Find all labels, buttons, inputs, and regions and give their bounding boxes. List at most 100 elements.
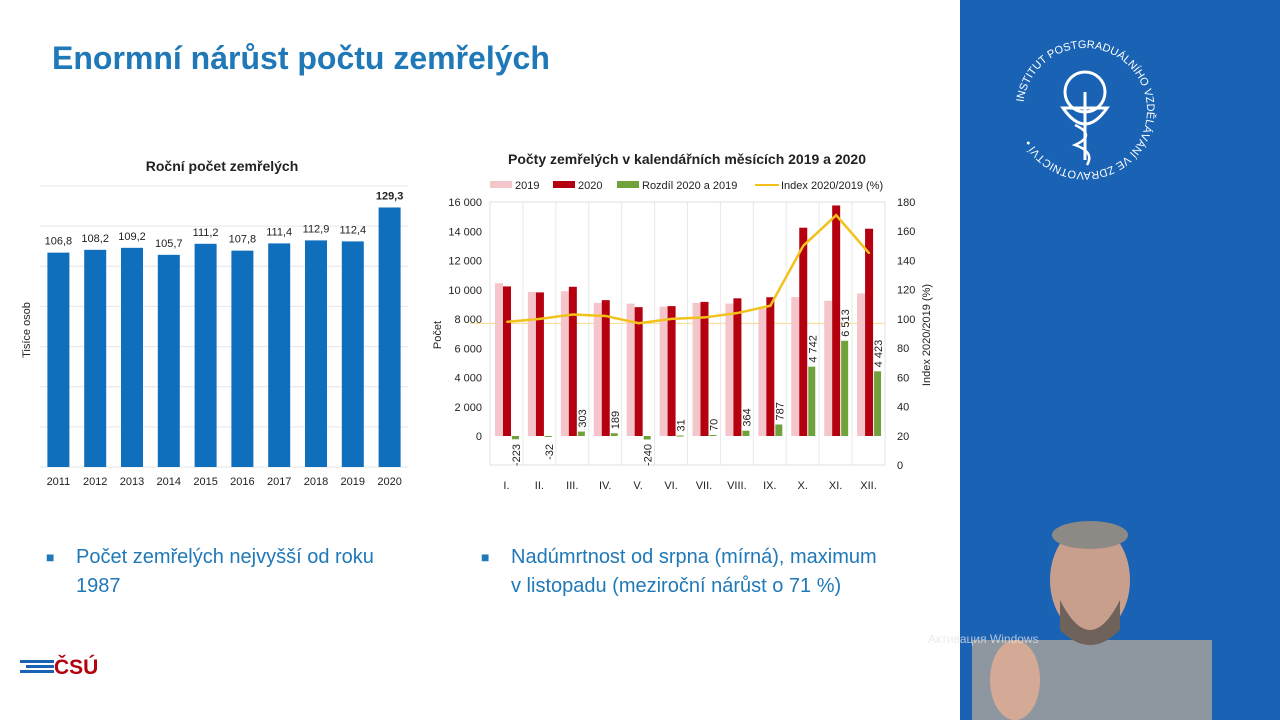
x-tick-label: III. [566, 480, 578, 492]
bar-diff-II. [544, 436, 552, 437]
x-tick-label: 2018 [304, 476, 328, 488]
bar-2019-I. [495, 283, 503, 436]
bar-diff-III. [577, 431, 585, 436]
y-tick-label: 2 000 [454, 402, 482, 414]
legend-swatch [617, 181, 639, 188]
x-tick-label: IV. [599, 480, 611, 492]
bar-diff-VI. [676, 435, 684, 437]
bar-2017 [268, 243, 291, 467]
x-tick-label: IX. [763, 480, 776, 492]
data-label: 105,7 [155, 238, 183, 250]
bar-diff-VIII. [742, 430, 750, 436]
legend-label: 2019 [515, 180, 539, 192]
index-line [506, 213, 871, 325]
legend-label: 2020 [578, 180, 602, 192]
y2-tick-label: 40 [897, 402, 909, 414]
x-tick-label: 2017 [267, 476, 291, 488]
index-point [506, 320, 508, 323]
y2-tick-label: 180 [897, 197, 915, 209]
x-tick-label: 2012 [83, 476, 107, 488]
bar-2020-XI. [832, 205, 841, 436]
index-point [703, 316, 706, 319]
x-tick-label: 2015 [193, 476, 217, 488]
x-tick-label: 2014 [157, 476, 181, 488]
bullet-2: ■ Nadúmrtnost od srpna (mírná), maximum … [481, 543, 931, 601]
bar-2019-IX. [758, 308, 767, 436]
legend-label: Index 2020/2019 (%) [781, 180, 883, 192]
y-tick-label: 4 000 [454, 373, 482, 385]
x-tick-label: XII. [860, 480, 877, 492]
bar-2019-XII. [857, 293, 866, 436]
diff-label: -240 [643, 444, 655, 466]
y2-tick-label: 80 [897, 343, 909, 355]
diff-label: -223 [511, 444, 523, 466]
y-tick-label: 14 000 [448, 226, 482, 238]
bullet-line: 1987 [76, 575, 121, 597]
y-tick-label: 12 000 [448, 256, 482, 268]
diff-label: 4 742 [807, 335, 819, 363]
index-point [868, 252, 871, 255]
bar-diff-IX. [775, 424, 783, 436]
bar-2019-II. [527, 291, 536, 436]
y-tick-label: 8 000 [454, 314, 482, 326]
bar-diff-VII. [709, 434, 717, 436]
y2-tick-label: 20 [897, 431, 909, 443]
x-tick-label: 2016 [230, 476, 254, 488]
data-label: 109,2 [118, 231, 146, 243]
bullet-marker: ■ [481, 549, 490, 565]
bar-2019-VIII. [725, 303, 734, 436]
diff-label: 70 [709, 419, 721, 431]
plot-frame [489, 201, 886, 466]
diff-label: 787 [774, 402, 786, 420]
data-label: 107,8 [229, 234, 257, 246]
x-tick-label: 2019 [341, 476, 365, 488]
diff-label: 4 423 [873, 340, 885, 368]
bar-2020-I. [503, 286, 511, 436]
x-tick-label: I. [503, 480, 509, 492]
presenter-video [972, 521, 1212, 720]
data-label: 108,2 [81, 233, 109, 245]
bar-2020-VI. [667, 306, 676, 436]
x-tick-label: 2013 [120, 476, 144, 488]
bar-diff-I. [512, 436, 519, 440]
legend-swatch [553, 181, 575, 188]
windows-activation-watermark: Активация Windows [928, 632, 1039, 646]
data-label: 112,9 [303, 223, 330, 235]
bar-diff-IV. [610, 433, 618, 436]
x-tick-label: II. [535, 480, 544, 492]
index-point [538, 317, 541, 320]
bullet-line: Počet zemřelých nejvyšší od roku [76, 546, 374, 568]
data-label: 106,8 [45, 236, 73, 248]
bar-2019-IV. [593, 302, 602, 436]
y2-tick-label: 160 [897, 226, 915, 238]
y-tick-label: 6 000 [454, 343, 482, 355]
bar-2019-X. [791, 297, 800, 436]
index-point [769, 304, 772, 307]
legend-swatch [490, 181, 512, 188]
bar-2019-III. [560, 291, 569, 436]
bar-diff-XII. [874, 371, 882, 436]
y2-axis-label: Index 2020/2019 (%) [921, 284, 933, 386]
annual-deaths-chart: Roční počet zemřelých Tisíce osob 106,8 201… [21, 158, 408, 488]
y2-tick-label: 120 [897, 285, 915, 297]
x-tick-label: V. [633, 480, 642, 492]
chart-title: Počty zemřelých v kalendářních měsících … [508, 151, 866, 167]
diff-label: -32 [544, 444, 556, 460]
bar-2020-II. [535, 292, 544, 436]
data-label: 129,3 [376, 190, 404, 202]
bullet-line: v listopadu (meziroční nárůst o 71 %) [511, 575, 842, 597]
y-axis-label: Počet [432, 321, 444, 349]
bar-2018 [305, 240, 327, 467]
monthly-deaths-chart: Počty zemřelých v kalendářních měsících … [432, 151, 933, 492]
y-tick-label: 16 000 [448, 197, 482, 209]
index-point [802, 244, 805, 247]
y-tick-label: 0 [476, 431, 482, 443]
bar-2013 [121, 247, 143, 467]
x-tick-label: 2020 [377, 476, 401, 488]
data-label: 112,4 [339, 224, 366, 236]
x-tick-label: VI. [664, 480, 677, 492]
bar-2011 [47, 252, 70, 467]
bar-diff-V. [643, 436, 651, 440]
y2-tick-label: 60 [897, 372, 909, 384]
y2-tick-label: 140 [897, 255, 915, 267]
